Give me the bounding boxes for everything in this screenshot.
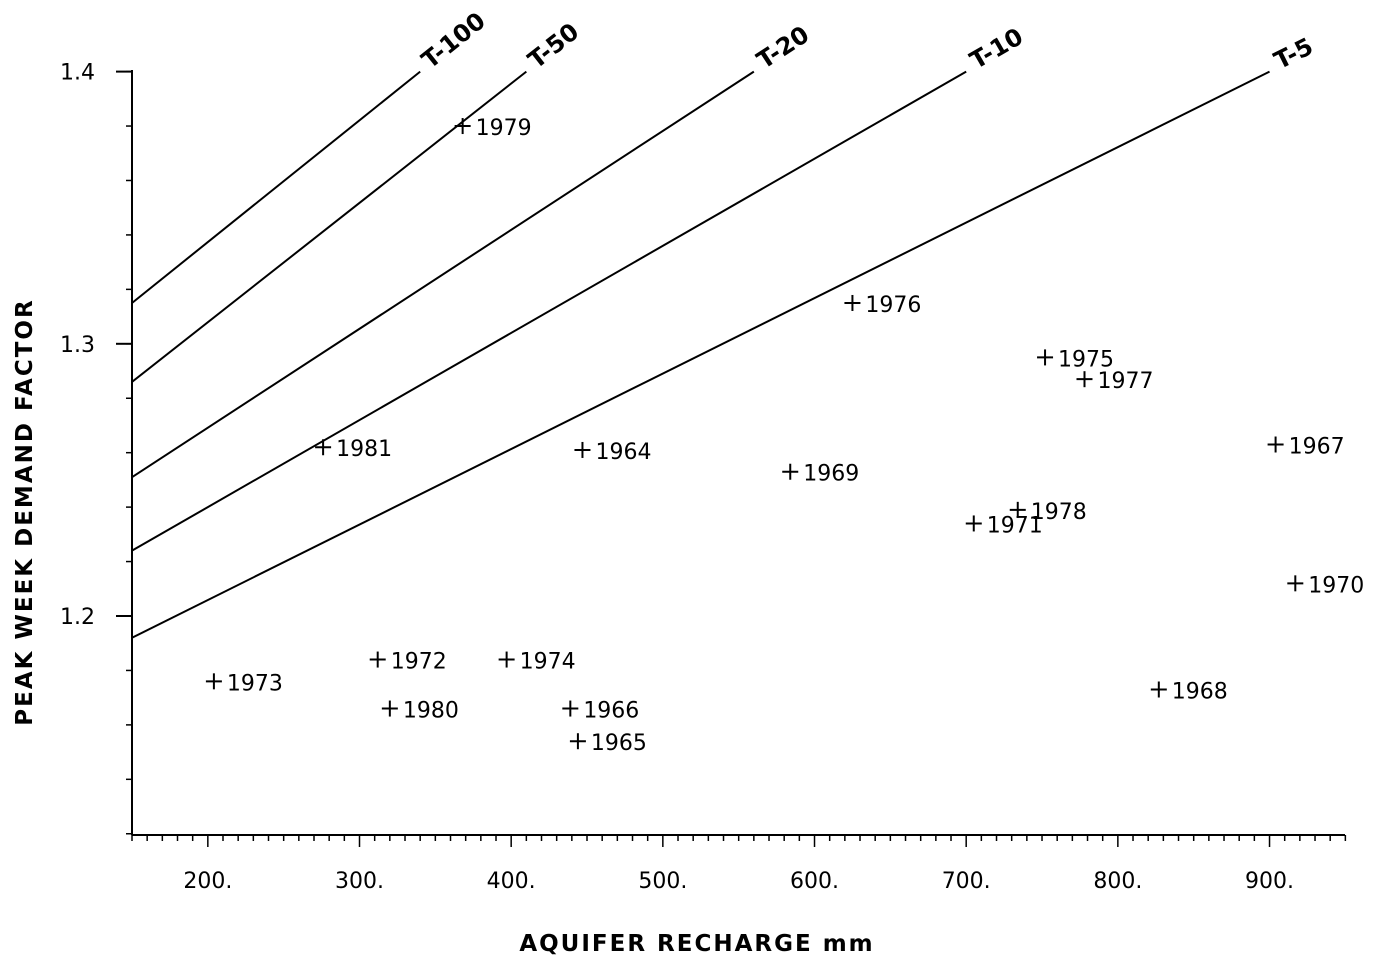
data-point: 1979 xyxy=(454,116,532,141)
data-point: 1974 xyxy=(498,650,576,675)
point-label: 1976 xyxy=(865,293,921,318)
data-point: 1975 xyxy=(1037,347,1114,372)
curve-label: T-5 xyxy=(1270,32,1318,75)
point-label: 1973 xyxy=(227,671,283,696)
curve-label: T-50 xyxy=(523,18,584,75)
point-label: 1980 xyxy=(403,699,459,724)
x-tick-label: 200. xyxy=(183,869,232,894)
point-label: 1968 xyxy=(1172,679,1228,704)
curve-t-100 xyxy=(131,70,421,304)
point-label: 1971 xyxy=(987,513,1043,538)
data-point: 1978 xyxy=(1009,500,1087,525)
y-axis-title: PEAK WEEK DEMAND FACTOR xyxy=(12,298,38,725)
x-tick-label: 500. xyxy=(638,869,687,894)
point-label: 1975 xyxy=(1058,347,1114,372)
x-tick-label: 300. xyxy=(335,869,384,894)
x-tick-label: 600. xyxy=(790,869,839,894)
x-axis-title: AQUIFER RECHARGE mm xyxy=(519,931,874,957)
data-point: 1967 xyxy=(1267,435,1345,460)
curve-label: T-10 xyxy=(965,23,1028,75)
data-point: 1981 xyxy=(315,437,392,462)
curve-t-50 xyxy=(131,70,527,383)
data-point: 1969 xyxy=(782,462,859,487)
data-point: 1970 xyxy=(1287,573,1364,598)
curve-t-20 xyxy=(131,70,755,479)
curve-t-10 xyxy=(131,70,967,552)
y-tick-label: 1.3 xyxy=(60,333,95,358)
return-period-curves: T-100 T-50 T-20 T-10 T-5 xyxy=(131,7,1318,639)
point-label: 1972 xyxy=(391,650,447,675)
point-label: 1964 xyxy=(595,440,651,465)
data-point: 1966 xyxy=(562,699,639,724)
x-tick-label: 700. xyxy=(942,869,991,894)
point-label: 1977 xyxy=(1097,369,1153,394)
point-label: 1981 xyxy=(336,437,392,462)
point-label: 1969 xyxy=(803,462,859,487)
data-point: 1964 xyxy=(574,440,651,465)
curve-label: T-100 xyxy=(416,7,490,75)
curve-label: T-20 xyxy=(752,20,814,74)
data-point: 1980 xyxy=(381,699,459,724)
data-point: 1973 xyxy=(205,671,283,696)
x-tick-label: 900. xyxy=(1245,869,1294,894)
point-label: 1974 xyxy=(520,650,576,675)
point-label: 1970 xyxy=(1308,573,1364,598)
point-label: 1967 xyxy=(1289,435,1345,460)
point-label: 1965 xyxy=(591,731,647,756)
point-label: 1978 xyxy=(1031,500,1087,525)
data-point: 1968 xyxy=(1150,679,1228,704)
point-label: 1966 xyxy=(583,699,639,724)
y-tick-label: 1.4 xyxy=(60,61,95,86)
x-tick-label: 400. xyxy=(487,869,536,894)
point-label: 1979 xyxy=(476,116,532,141)
chart-axes: 200. 300. 400. 500. 600. 700. 800. 900. 1.2 1.3 1.… xyxy=(60,61,1347,894)
curve-t-5 xyxy=(131,70,1270,639)
data-point: 1965 xyxy=(569,731,647,756)
data-point: 1971 xyxy=(965,513,1043,538)
data-point: 1977 xyxy=(1076,369,1153,394)
x-tick-label: 800. xyxy=(1093,869,1142,894)
y-tick-label: 1.2 xyxy=(60,605,95,630)
data-point: 1972 xyxy=(369,650,447,675)
data-point: 1976 xyxy=(844,293,921,318)
